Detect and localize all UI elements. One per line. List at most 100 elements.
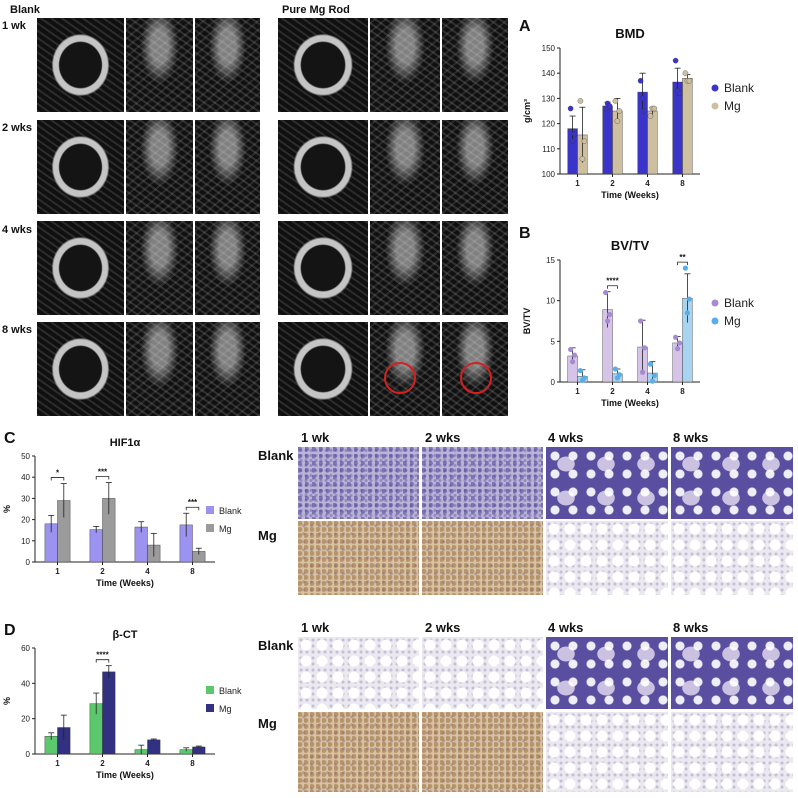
ihc-row-label-blank: Blank [258, 448, 294, 463]
chart-c-significance-label: * [56, 469, 60, 478]
chart-a-data-point [676, 90, 683, 97]
chart-b-data-point [607, 311, 613, 318]
ihc-col-label-8wks: 8 wks [673, 620, 709, 635]
chart-b-legend-label: Blank [724, 296, 755, 310]
chart-c-y-label: % [2, 505, 12, 513]
ct-row-label-1wk: 1 wk [2, 20, 26, 32]
chart-b-significance-label: **** [606, 277, 619, 286]
chart-d-bar [102, 671, 116, 755]
chart-a-legend-marker [711, 102, 719, 110]
chart-a-data-point [579, 156, 586, 162]
chart-c-y-tick-label: 20 [21, 516, 30, 525]
ihc-image-hif1a-mg-4wks [546, 521, 668, 595]
ct-image-mg-2wks-cross [278, 120, 368, 214]
ct-image-mg-8wks-long-b [442, 322, 508, 416]
ct-image-blank-2wks-cross [37, 120, 124, 214]
chart-d-legend-marker [206, 686, 214, 694]
chart-a-data-point [569, 138, 576, 144]
chart-b-data-point [649, 378, 655, 384]
chart-b-data-point [651, 372, 657, 379]
chart-d-legend-marker [206, 704, 214, 712]
chart-bmd: BMD 100 110 120 130 140 150 g/cm³ Time (Weeks) 1 2… [522, 26, 755, 200]
chart-a-data-point [682, 70, 689, 76]
chart-c-y-tick-label: 50 [21, 452, 30, 461]
chart-b-significance-bracket [677, 261, 688, 266]
chart-a-y-tick-label: 100 [542, 170, 556, 179]
chart-c-significance-bracket [185, 506, 200, 511]
ct-image-blank-8wks-long-b [195, 322, 260, 416]
chart-b-data-point [682, 265, 688, 271]
ihc-col-label-4wks: 4 wks [548, 620, 584, 635]
ihc-col-label-1wk: 1 wk [301, 430, 330, 445]
chart-c-significance-bracket [95, 476, 110, 480]
chart-a-x-tick-label: 8 [680, 179, 685, 188]
chart-a-y-tick-label: 140 [542, 69, 556, 78]
chart-b-data-point [605, 318, 611, 324]
chart-c-x-label: Time (Weeks) [96, 578, 154, 588]
ct-image-mg-4wks-cross [278, 221, 368, 315]
chart-a-y-label: g/cm³ [522, 99, 532, 123]
chart-d-legend-label: Blank [219, 686, 242, 696]
chart-a-y-tick-label: 110 [542, 145, 555, 154]
ct-image-mg-8wks-long-a [370, 322, 440, 416]
chart-b-x-tick-label: 4 [645, 387, 650, 396]
ihc-image-bct-mg-8wks [671, 712, 793, 792]
chart-c-legend-marker [206, 506, 214, 514]
chart-a-bar [602, 105, 613, 175]
chart-d-y-tick-label: 60 [21, 644, 30, 653]
chart-d-x-tick-label: 1 [55, 759, 60, 768]
chart-b-title: BV/TV [611, 238, 650, 253]
chart-b-y-tick-label: 0 [551, 378, 556, 387]
chart-a-y-tick-label: 130 [542, 94, 556, 103]
ct-group-label-blank: Blank [10, 4, 40, 16]
ihc-col-label-1wk: 1 wk [301, 620, 330, 635]
ct-group-label-mg: Pure Mg Rod [282, 4, 350, 16]
ihc-row-label-mg: Mg [258, 528, 277, 543]
ihc-image-hif1a-mg-1wk [298, 521, 419, 595]
chart-a-data-point [614, 118, 621, 124]
chart-b-data-point [570, 359, 576, 365]
ct-image-blank-1wk-long-a [126, 18, 193, 112]
chart-b-data-point [612, 366, 618, 372]
ihc-col-label-4wks: 4 wks [548, 430, 584, 445]
chart-b-data-point [638, 318, 644, 324]
ihc-col-label-2wks: 2 wks [425, 430, 461, 445]
chart-d-bar [147, 739, 161, 755]
chart-c-bar [89, 529, 103, 563]
ct-image-mg-2wks-long-a [370, 120, 440, 214]
chart-b-data-point [686, 296, 692, 302]
ihc-image-hif1a-blank-1wk [298, 447, 419, 519]
ct-image-blank-8wks-cross [37, 322, 124, 416]
chart-b-x-tick-label: 1 [575, 387, 580, 396]
chart-b-data-point [642, 345, 648, 351]
chart-a-data-point [647, 113, 654, 119]
ct-image-mg-4wks-long-b [442, 221, 508, 315]
ct-image-blank-4wks-cross [37, 221, 124, 315]
chart-bct: β-CT 0 20 40 60% Time (Weeks) 1 2 4 8 **** Blank Mg [2, 629, 242, 780]
chart-d-x-tick-label: 2 [100, 759, 105, 768]
chart-c-x-tick-label: 8 [190, 567, 195, 576]
chart-b-y-tick-label: 5 [551, 337, 556, 346]
chart-b-data-point [568, 346, 574, 353]
ihc-image-bct-blank-2wks [422, 637, 543, 709]
chart-a-x-tick-label: 2 [610, 179, 615, 188]
chart-d-x-label: Time (Weeks) [96, 770, 154, 780]
ihc-image-bct-mg-4wks [546, 712, 668, 792]
chart-b-x-label: Time (Weeks) [601, 398, 659, 408]
chart-d-x-tick-label: 4 [145, 759, 150, 768]
chart-c-legend-label: Blank [219, 506, 242, 516]
chart-a-y-tick-label: 150 [542, 44, 556, 53]
ihc-row-label-blank: Blank [258, 638, 294, 653]
chart-b-significance-bracket [607, 285, 618, 289]
ct-image-mg-2wks-long-b [442, 120, 508, 214]
chart-a-data-point [651, 105, 658, 112]
ihc-image-hif1a-mg-2wks [422, 521, 543, 595]
chart-c-legend-label: Mg [219, 524, 232, 534]
chart-a-bar [647, 110, 658, 175]
chart-d-y-tick-label: 40 [21, 679, 30, 688]
chart-a-data-point [641, 108, 648, 114]
chart-a-title: BMD [615, 26, 645, 41]
ct-image-blank-2wks-long-a [126, 120, 193, 214]
ct-row-label-4wks: 4 wks [2, 224, 32, 236]
chart-c-x-tick-label: 2 [100, 567, 105, 576]
